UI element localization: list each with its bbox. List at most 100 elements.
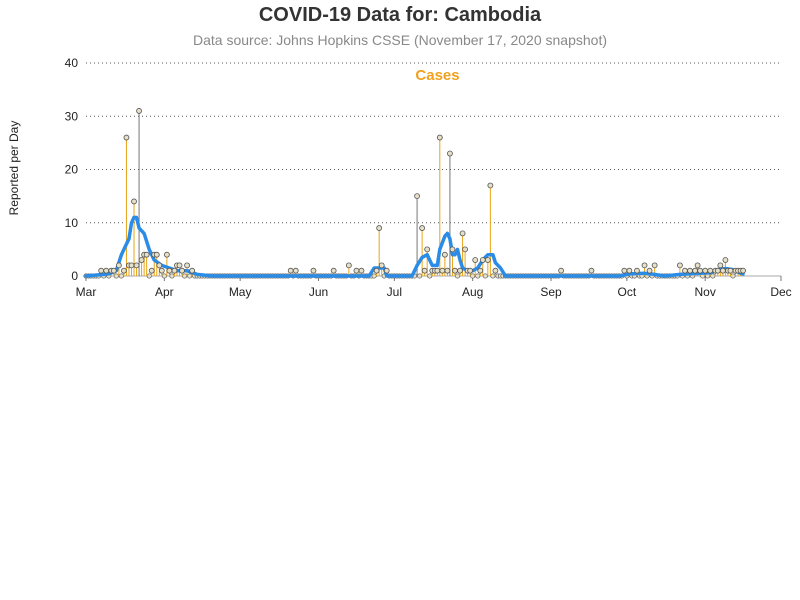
case-point-marker [727, 267, 734, 274]
case-point-marker [702, 267, 709, 274]
zero-point-marker [482, 273, 488, 279]
case-point-marker [449, 246, 456, 253]
case-point-marker [148, 267, 155, 274]
case-point-marker [133, 262, 140, 269]
case-point-marker [163, 251, 170, 258]
case-point-marker [383, 267, 390, 274]
y-tick-label: 40 [65, 56, 79, 70]
case-point-marker [740, 267, 746, 274]
zero-point-marker [118, 273, 124, 279]
zero-point-marker [113, 273, 119, 279]
x-tick-label: Jun [309, 285, 328, 299]
case-point-marker [373, 267, 380, 274]
case-point-marker [376, 225, 383, 231]
chart-subtitle: Data source: Johns Hopkins CSSE (Novembe… [193, 32, 607, 48]
case-point-marker [487, 182, 494, 189]
case-point-marker [434, 267, 441, 274]
case-point-marker [492, 267, 499, 274]
zero-point-marker [454, 273, 461, 279]
zero-point-marker [182, 273, 188, 279]
case-point-marker [358, 267, 365, 274]
case-point-marker [330, 267, 337, 274]
case-point-marker [719, 267, 726, 274]
legend-label: Cases [415, 67, 459, 84]
case-point-marker [646, 267, 653, 274]
case-point-marker [694, 262, 701, 269]
case-point-marker [452, 267, 458, 274]
y-tick-label: 0 [71, 269, 78, 283]
case-point-marker [621, 267, 628, 274]
case-point-marker [136, 108, 142, 114]
case-point-marker [697, 267, 704, 274]
y-tick-label: 20 [65, 163, 79, 177]
x-tick-label: Oct [618, 285, 637, 299]
x-tick-label: Nov [695, 285, 716, 299]
case-point-marker [98, 267, 105, 274]
case-point-marker [421, 267, 428, 274]
case-point-marker [131, 198, 137, 205]
case-point-marker [353, 267, 360, 274]
x-tick-label: Jul [387, 285, 402, 299]
case-point-marker [467, 267, 474, 274]
case-point-marker [166, 267, 173, 274]
x-tick-label: Mar [76, 285, 97, 299]
moving-average-line [84, 215, 745, 278]
case-point-marker [115, 262, 122, 269]
zero-point-marker [730, 273, 736, 279]
case-point-marker [143, 251, 150, 258]
case-point-marker [682, 267, 688, 274]
case-point-marker [158, 267, 165, 274]
zero-point-marker [427, 273, 433, 279]
case-point-marker [171, 267, 178, 274]
case-point-marker [439, 267, 446, 274]
y-tick-label: 10 [65, 216, 79, 230]
case-point-marker [179, 267, 185, 274]
case-point-marker [189, 267, 196, 274]
case-point-marker [138, 257, 145, 263]
case-point-marker [447, 150, 453, 157]
case-point-marker [378, 262, 385, 269]
case-point-marker [558, 267, 565, 274]
case-point-marker [722, 257, 729, 263]
zero-point-marker [146, 273, 152, 279]
case-point-marker [419, 225, 426, 231]
case-point-marker [414, 193, 420, 200]
x-tick-label: Sep [540, 285, 562, 299]
zero-point-marker [710, 273, 716, 279]
case-point-marker [103, 267, 110, 274]
case-point-marker [292, 267, 299, 274]
case-point-marker [472, 257, 479, 263]
case-point-marker [634, 267, 640, 274]
case-point-marker [641, 262, 648, 269]
case-point-marker [457, 267, 463, 274]
case-point-marker [156, 262, 163, 269]
case-point-marker [123, 134, 130, 141]
case-point-marker [477, 267, 484, 274]
case-point-marker [692, 267, 698, 274]
case-point-marker [128, 262, 135, 269]
case-point-marker [121, 267, 127, 274]
zero-point-marker [475, 273, 481, 279]
zero-point-marker [371, 273, 377, 279]
zero-point-marker [417, 273, 423, 279]
case-point-marker [459, 230, 466, 237]
case-point-marker [479, 257, 486, 263]
zero-point-marker [470, 273, 476, 279]
zero-point-marker [169, 273, 175, 279]
case-point-marker [110, 267, 117, 274]
case-point-marker [588, 267, 595, 274]
case-point-marker [462, 246, 468, 253]
case-point-marker [717, 262, 724, 269]
case-point-marker [287, 267, 294, 274]
y-tick-label: 30 [65, 109, 79, 123]
case-point-marker [153, 251, 160, 258]
case-point-marker [441, 251, 448, 258]
case-point-marker [345, 262, 352, 269]
case-point-marker [436, 134, 443, 141]
zero-point-marker [187, 273, 193, 279]
case-point-marker [176, 262, 183, 269]
case-point-marker [184, 262, 190, 269]
chart-title: COVID-19 Data for: Cambodia [258, 4, 542, 26]
case-point-marker [626, 267, 633, 274]
case-point-marker [677, 262, 683, 269]
